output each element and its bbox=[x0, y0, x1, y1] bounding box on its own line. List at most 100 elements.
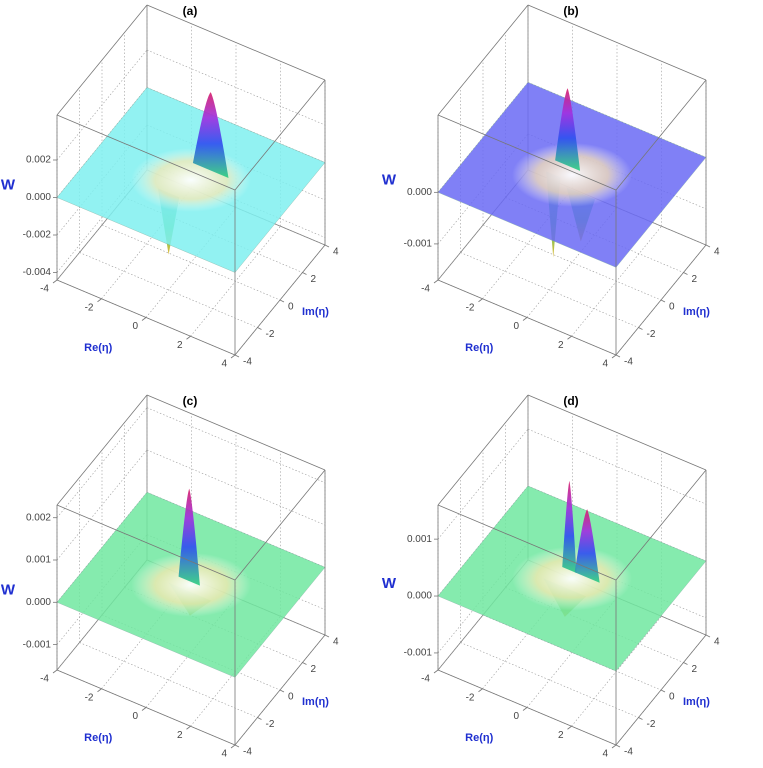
y-tick-label: 2 bbox=[311, 274, 317, 285]
y-tick-label: 4 bbox=[333, 247, 339, 258]
x-tick-label: -2 bbox=[85, 692, 94, 703]
y-tick-label: 0 bbox=[288, 692, 294, 703]
y-tick-label: -2 bbox=[266, 329, 275, 340]
x-tick-label: -4 bbox=[40, 284, 49, 295]
x-tick-label: 0 bbox=[513, 711, 519, 722]
box-edge bbox=[527, 394, 707, 471]
surface-glow bbox=[131, 552, 251, 617]
tick-mark bbox=[52, 669, 58, 674]
tick-mark bbox=[52, 279, 58, 284]
panel-title: (c) bbox=[183, 394, 198, 408]
tick-mark bbox=[660, 689, 666, 693]
z-tick-label: -0.001 bbox=[404, 239, 433, 250]
tick-mark bbox=[660, 299, 666, 303]
surface-glow bbox=[512, 546, 632, 611]
y-tick-label: 2 bbox=[692, 664, 698, 675]
x-tick-label: -2 bbox=[466, 302, 475, 313]
tick-mark bbox=[705, 634, 711, 638]
y-axis-label: Im(η) bbox=[302, 306, 329, 318]
tick-mark bbox=[522, 707, 528, 711]
panel: -4 -2 0 2 4 -4 -2 0 2 4 0.002 0.000 -0.002 -0.004 (a) R… bbox=[1, 4, 339, 369]
grid-line bbox=[146, 49, 326, 126]
box-edge bbox=[437, 4, 529, 116]
tick-mark bbox=[433, 279, 439, 284]
tick-mark bbox=[230, 744, 236, 749]
grid-line bbox=[482, 188, 573, 299]
grid-line bbox=[79, 642, 258, 718]
box-edge bbox=[56, 114, 236, 191]
grid-line bbox=[460, 642, 639, 718]
z-tick-label: 0.000 bbox=[407, 187, 432, 198]
tick-mark bbox=[522, 317, 528, 321]
box-edge bbox=[56, 394, 148, 506]
y-tick-label: 2 bbox=[692, 274, 698, 285]
z-tick-label: 0.000 bbox=[26, 192, 51, 203]
box-edge bbox=[146, 4, 326, 81]
tick-mark bbox=[638, 717, 643, 720]
x-tick-label: 0 bbox=[513, 321, 519, 332]
grid-line bbox=[437, 428, 529, 540]
tick-mark bbox=[567, 335, 572, 340]
box-edge bbox=[615, 469, 707, 581]
surface-peak bbox=[555, 88, 581, 171]
x-tick-label: -4 bbox=[421, 284, 430, 295]
grid-line bbox=[101, 188, 192, 299]
grid-line bbox=[56, 49, 148, 161]
z-tick-label: -0.001 bbox=[23, 639, 52, 650]
y-tick-label: 0 bbox=[669, 302, 675, 313]
panel-title: (a) bbox=[183, 4, 198, 18]
grid-line bbox=[56, 162, 148, 273]
y-axis-label: Im(η) bbox=[683, 306, 710, 318]
tick-mark bbox=[324, 244, 330, 248]
tick-mark bbox=[257, 327, 262, 330]
z-axis-label: W bbox=[1, 581, 16, 598]
box-edge bbox=[437, 114, 617, 191]
x-tick-label: 4 bbox=[221, 359, 227, 370]
y-tick-label: -2 bbox=[266, 719, 275, 730]
z-tick-label: 0.002 bbox=[26, 155, 51, 166]
surface-glow bbox=[131, 148, 251, 212]
tick-mark bbox=[567, 725, 572, 730]
surface-peak bbox=[574, 509, 600, 583]
z-tick-label: 0.001 bbox=[26, 555, 51, 566]
y-tick-label: 4 bbox=[714, 637, 720, 648]
box-edge bbox=[615, 79, 707, 191]
y-tick-label: -4 bbox=[243, 747, 252, 758]
z-tick-label: -0.002 bbox=[23, 230, 52, 241]
surface-peak bbox=[562, 480, 577, 574]
grid-line bbox=[56, 449, 148, 561]
box-edge bbox=[234, 469, 326, 581]
z-tick-label: 0.000 bbox=[407, 591, 432, 602]
x-tick-label: 2 bbox=[558, 340, 564, 351]
z-tick-label: 0.002 bbox=[26, 512, 51, 523]
z-axis-label: W bbox=[382, 575, 397, 592]
grid-line bbox=[527, 428, 707, 505]
tick-mark bbox=[186, 335, 191, 340]
x-tick-label: 2 bbox=[177, 730, 183, 741]
y-tick-label: -4 bbox=[243, 357, 252, 368]
box-edge bbox=[234, 79, 326, 191]
tick-mark bbox=[478, 298, 483, 303]
x-axis-label: Re(η) bbox=[84, 342, 112, 354]
x-axis-label: Re(η) bbox=[465, 732, 493, 744]
z-axis-label: W bbox=[1, 176, 16, 193]
x-tick-label: -4 bbox=[40, 674, 49, 685]
tick-mark bbox=[615, 354, 621, 358]
tick-mark bbox=[433, 669, 439, 674]
grid-line bbox=[101, 224, 281, 301]
tick-mark bbox=[234, 744, 240, 748]
tick-mark bbox=[230, 354, 236, 359]
tick-mark bbox=[141, 317, 147, 321]
surface-peak bbox=[178, 488, 200, 586]
y-tick-label: -4 bbox=[624, 747, 633, 758]
tick-mark bbox=[234, 354, 240, 358]
y-tick-label: 4 bbox=[333, 637, 339, 648]
x-tick-label: 4 bbox=[602, 359, 608, 370]
tick-mark bbox=[97, 298, 102, 303]
y-tick-label: 0 bbox=[669, 692, 675, 703]
x-tick-label: 4 bbox=[602, 749, 608, 760]
tick-mark bbox=[302, 272, 307, 275]
tick-mark bbox=[186, 725, 191, 730]
panel: -4 -2 0 2 4 -4 -2 0 2 4 0.001 0.000 -0.001 (d) Re(η) Im… bbox=[382, 394, 720, 759]
grid-line bbox=[145, 207, 237, 318]
